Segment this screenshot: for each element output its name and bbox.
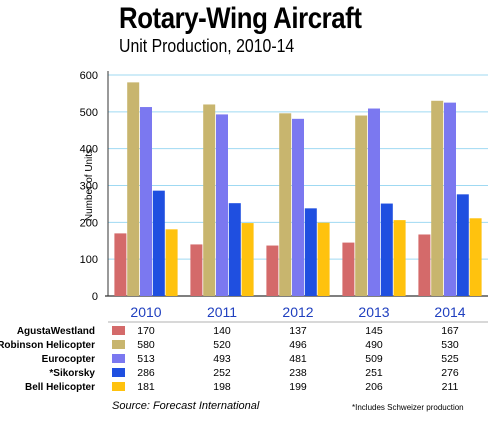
data-value: 513 xyxy=(137,353,155,365)
y-axis-label: Number of Units xyxy=(84,149,95,221)
legend-label: Bell Helicopter xyxy=(25,382,95,393)
bar-robinsonhelicopter-2013 xyxy=(355,115,368,297)
bar-eurocopter-2012 xyxy=(292,118,304,296)
y-tick-label: 300 xyxy=(80,181,98,193)
data-value: 276 xyxy=(441,367,459,379)
bar-agustawestland-2013 xyxy=(342,242,355,296)
data-value: 509 xyxy=(365,353,383,365)
data-value: 525 xyxy=(441,353,459,365)
chart-title: Rotary-Wing Aircraft xyxy=(119,2,362,35)
legend-swatch xyxy=(112,326,125,335)
bar-sikorsky-2011 xyxy=(228,203,241,296)
data-value: 496 xyxy=(289,339,307,351)
data-value: 170 xyxy=(137,325,155,337)
x-tick-label: 2012 xyxy=(282,304,313,320)
bar-sikorsky-2010 xyxy=(152,190,165,296)
legend-swatch xyxy=(112,354,125,363)
source-note: Source: Forecast International xyxy=(112,400,260,412)
y-tick-label: 0 xyxy=(92,291,98,303)
x-tick-label: 2014 xyxy=(434,304,465,320)
data-value: 199 xyxy=(289,381,307,393)
bar-agustawestland-2011 xyxy=(190,244,203,296)
bar-bellhelicopter-2010 xyxy=(165,229,178,296)
y-tick-label: 600 xyxy=(80,70,98,82)
legend-swatch xyxy=(112,368,125,377)
bar-sikorsky-2013 xyxy=(380,203,393,296)
legend-label: AgustaWestland xyxy=(17,326,95,337)
data-value: 140 xyxy=(213,325,231,337)
data-value: 520 xyxy=(213,339,231,351)
data-value: 251 xyxy=(365,367,383,379)
x-tick-label: 2013 xyxy=(358,304,389,320)
x-tick-label: 2010 xyxy=(130,304,161,320)
legend-swatch xyxy=(112,340,125,349)
bar-agustawestland-2014 xyxy=(418,234,431,296)
bar-robinsonhelicopter-2012 xyxy=(279,113,292,296)
data-value: 198 xyxy=(213,381,231,393)
legend-label: Robinson Helicopter xyxy=(0,340,95,351)
bar-robinsonhelicopter-2011 xyxy=(203,104,216,296)
data-value: 145 xyxy=(365,325,383,337)
chart-subtitle: Unit Production, 2010-14 xyxy=(119,36,295,56)
bar-sikorsky-2012 xyxy=(304,208,317,296)
x-tick-label: 2011 xyxy=(207,304,237,320)
bar-agustawestland-2010 xyxy=(114,233,127,296)
y-tick-label: 100 xyxy=(80,254,98,266)
legend-label: Eurocopter xyxy=(42,354,95,365)
data-value: 181 xyxy=(137,381,155,393)
y-tick-label: 400 xyxy=(80,144,98,156)
bar-robinsonhelicopter-2014 xyxy=(431,100,444,297)
legend-label: *Sikorsky xyxy=(49,368,95,379)
y-tick-label: 200 xyxy=(80,217,98,229)
data-value: 211 xyxy=(442,381,459,393)
data-value: 580 xyxy=(137,339,155,351)
data-value: 493 xyxy=(213,353,231,365)
bar-eurocopter-2011 xyxy=(216,114,228,296)
data-value: 286 xyxy=(137,367,155,379)
bar-eurocopter-2014 xyxy=(444,102,456,296)
bar-bellhelicopter-2013 xyxy=(393,220,406,296)
bar-eurocopter-2013 xyxy=(368,108,380,296)
bar-agustawestland-2012 xyxy=(266,245,279,296)
data-value: 206 xyxy=(365,381,383,393)
data-value: 530 xyxy=(441,339,459,351)
data-value: 137 xyxy=(289,325,307,337)
data-value: 238 xyxy=(289,367,307,379)
bar-bellhelicopter-2014 xyxy=(469,218,482,296)
legend-swatch xyxy=(112,382,125,391)
bar-bellhelicopter-2011 xyxy=(241,223,254,296)
data-value: 252 xyxy=(213,367,231,379)
bar-robinsonhelicopter-2010 xyxy=(127,82,140,296)
data-value: 490 xyxy=(365,339,383,351)
footnote: *Includes Schweizer production xyxy=(352,403,464,412)
data-value: 481 xyxy=(289,353,307,365)
bar-bellhelicopter-2012 xyxy=(317,222,330,296)
bar-eurocopter-2010 xyxy=(140,107,152,296)
bar-sikorsky-2014 xyxy=(456,194,469,296)
y-tick-label: 500 xyxy=(80,107,98,119)
data-value: 167 xyxy=(441,325,459,337)
